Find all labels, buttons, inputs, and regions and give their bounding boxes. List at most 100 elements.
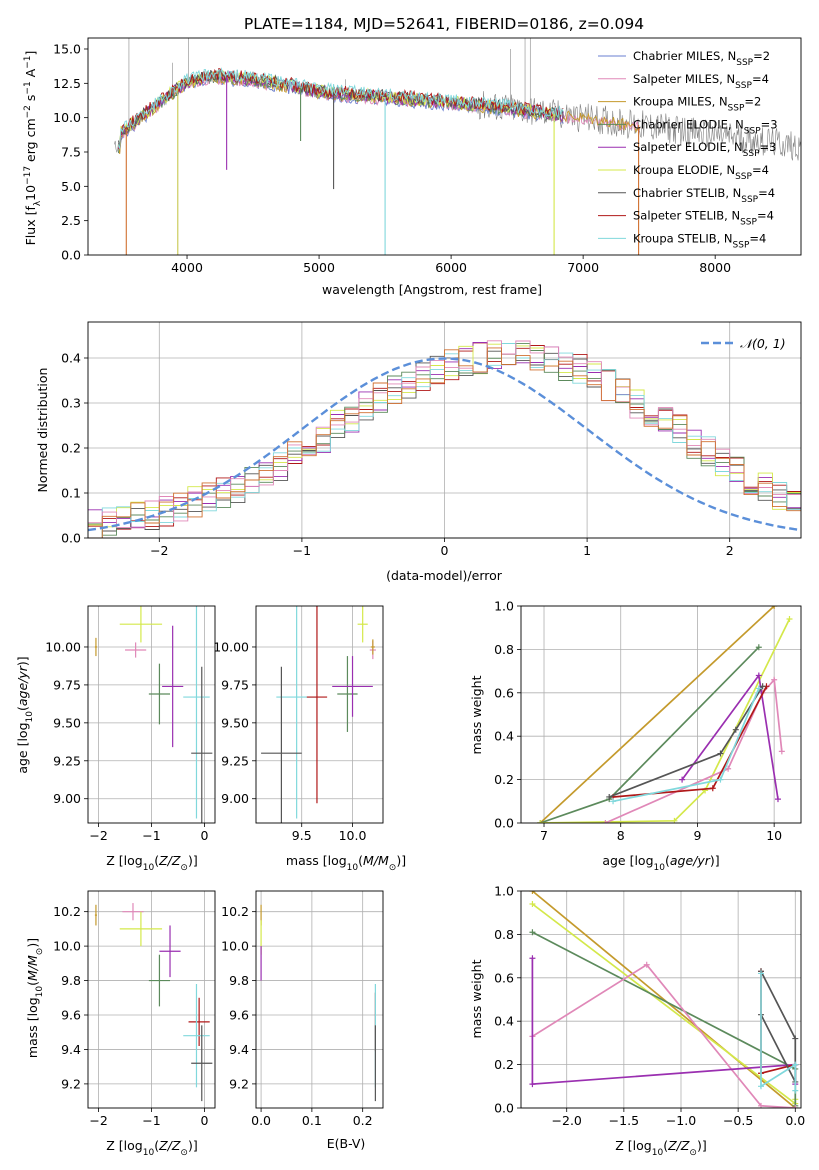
weight-marker bbox=[774, 796, 781, 803]
y-tick-label: 0.0 bbox=[494, 816, 514, 831]
x-tick-label: 1 bbox=[583, 543, 591, 558]
y-tick-label: 0.1 bbox=[61, 486, 81, 501]
weight-marker bbox=[792, 1035, 799, 1042]
label-part: SSP bbox=[733, 240, 750, 250]
y-tick-label: 1.0 bbox=[494, 884, 514, 899]
y-tick-label: 0.4 bbox=[494, 729, 514, 744]
weight-marker bbox=[643, 961, 650, 968]
x-tick-label: 0 bbox=[441, 543, 449, 558]
y-tick-label: 9.4 bbox=[61, 1042, 81, 1057]
weight-marker bbox=[759, 683, 766, 690]
legend-label: Salpeter STELIB, NSSP=4 bbox=[633, 209, 774, 228]
label-part: Z/Z bbox=[158, 853, 181, 868]
x-tick-label: 0.2 bbox=[353, 1113, 373, 1128]
y-tick-label: 9.00 bbox=[221, 791, 249, 806]
label-part: Salpeter STELIB, N bbox=[633, 209, 740, 223]
weight-marker bbox=[529, 929, 536, 936]
x-axis-label: E(B-V) bbox=[327, 1136, 366, 1151]
y-tick-label: 9.00 bbox=[53, 791, 81, 806]
x-axis-label: mass [log10(M/M⊙)] bbox=[286, 853, 406, 873]
label-part: SSP bbox=[736, 58, 753, 68]
y-tick-label: 0.8 bbox=[494, 642, 514, 657]
weight-marker bbox=[758, 1083, 764, 1090]
label-part: −1 bbox=[23, 81, 33, 94]
x-tick-label: 10 bbox=[766, 828, 782, 843]
histogram-step bbox=[88, 347, 801, 538]
y-tick-label: 10.0 bbox=[221, 939, 249, 954]
label-part: Salpeter ELODIE, N bbox=[633, 140, 743, 154]
x-axis-label: age [log10(age/yr)] bbox=[602, 853, 719, 873]
weight-marker bbox=[755, 672, 762, 679]
label-part: ] bbox=[23, 51, 38, 56]
weight-marker bbox=[610, 798, 617, 805]
label-part: =2 bbox=[753, 49, 770, 63]
x-axis-label: Z [log10(Z/Z⊙)] bbox=[615, 1138, 706, 1158]
label-part: )] bbox=[25, 938, 40, 948]
y-tick-label: 0.4 bbox=[61, 351, 81, 366]
label-part: −1 bbox=[23, 56, 33, 69]
y-tick-label: 0.6 bbox=[494, 685, 514, 700]
axes-frame bbox=[255, 890, 384, 1109]
weight-marker bbox=[792, 1061, 799, 1068]
x-tick-label: 0.0 bbox=[251, 1113, 271, 1128]
x-tick-label: −2 bbox=[89, 1113, 107, 1128]
x-tick-label: 9 bbox=[693, 828, 701, 843]
legend-label: Kroupa MILES, NSSP=2 bbox=[633, 95, 761, 114]
weight-line bbox=[760, 973, 797, 1091]
weight-marker bbox=[717, 750, 724, 757]
y-tick-label: 15.0 bbox=[53, 41, 81, 56]
x-tick-label: 8000 bbox=[699, 260, 731, 275]
y-tick-label: 9.25 bbox=[53, 753, 81, 768]
weight-marker bbox=[758, 970, 764, 977]
x-tick-label: −0.5 bbox=[723, 1113, 753, 1128]
x-tick-label: 0 bbox=[200, 1113, 208, 1128]
label-part: 10 bbox=[23, 185, 38, 201]
y-tick-label: 9.75 bbox=[221, 677, 249, 692]
y-axis-label: mass weight bbox=[469, 675, 484, 754]
axes-spectrum: 4000 5000 6000 7000 8000 0.0 2.5 5.0 7.5 10.0 12.5… bbox=[23, 37, 802, 297]
y-tick-label: 9.8 bbox=[61, 973, 81, 988]
label-part: )] bbox=[697, 1138, 707, 1153]
axes-weight_vs_Z: −2.0 −1.5 −1.0 −0.5 0.0 0.0 0.2 0.4 0.6 0.8 1.0 Z [… bbox=[469, 884, 805, 1159]
y-tick-label: 9.50 bbox=[53, 715, 81, 730]
label-part: )] bbox=[15, 656, 30, 666]
weight-marker bbox=[606, 793, 613, 800]
label-part: Kroupa MILES, N bbox=[633, 95, 728, 109]
axes-frame bbox=[255, 605, 384, 824]
label-part: ( bbox=[154, 1138, 159, 1153]
axes-age_vs_mass: 9.5 10.0 9.00 9.25 9.50 9.75 10.00 mass [log10(… bbox=[213, 605, 406, 873]
label-part: Z [log bbox=[106, 1138, 142, 1153]
y-tick-label: 9.2 bbox=[229, 1076, 249, 1091]
label-part: ( bbox=[25, 981, 40, 986]
x-tick-label: 2 bbox=[726, 543, 734, 558]
y-axis-label: Normed distribution bbox=[35, 368, 50, 493]
x-tick-label: 7000 bbox=[567, 260, 599, 275]
label-part: 10 bbox=[654, 863, 666, 873]
label-part: =4 bbox=[749, 231, 766, 245]
model-salpeter-stelib bbox=[118, 68, 564, 150]
x-tick-label: 5000 bbox=[303, 260, 335, 275]
weight-marker bbox=[792, 1087, 799, 1094]
axes-mass_vs_ebv: 0.0 0.1 0.2 9.2 9.4 9.6 9.8 10.0 10.2 E(B-V) bbox=[221, 890, 384, 1151]
weight-marker bbox=[725, 765, 732, 772]
label-part: erg cm bbox=[23, 118, 38, 166]
x-tick-label: −2 bbox=[150, 543, 168, 558]
x-axis-label: (data-model)/error bbox=[386, 568, 503, 583]
label-part: Z [log bbox=[106, 853, 142, 868]
weight-marker bbox=[786, 616, 793, 623]
plot-area-mass_vs_ebv bbox=[260, 904, 376, 1102]
x-tick-label: −2.0 bbox=[552, 1113, 582, 1128]
label-part: M/M bbox=[25, 955, 40, 981]
label-part: 10 bbox=[143, 1148, 155, 1158]
label-part: −17 bbox=[23, 166, 33, 185]
weight-marker bbox=[732, 726, 739, 733]
y-tick-label: 9.2 bbox=[61, 1076, 81, 1091]
x-tick-label: 0 bbox=[200, 828, 208, 843]
label-part: 10 bbox=[143, 863, 155, 873]
label-part: Kroupa STELIB, N bbox=[633, 231, 733, 245]
label-part: =4 bbox=[752, 72, 769, 86]
legend-label: Chabrier STELIB, NSSP=4 bbox=[633, 186, 775, 205]
